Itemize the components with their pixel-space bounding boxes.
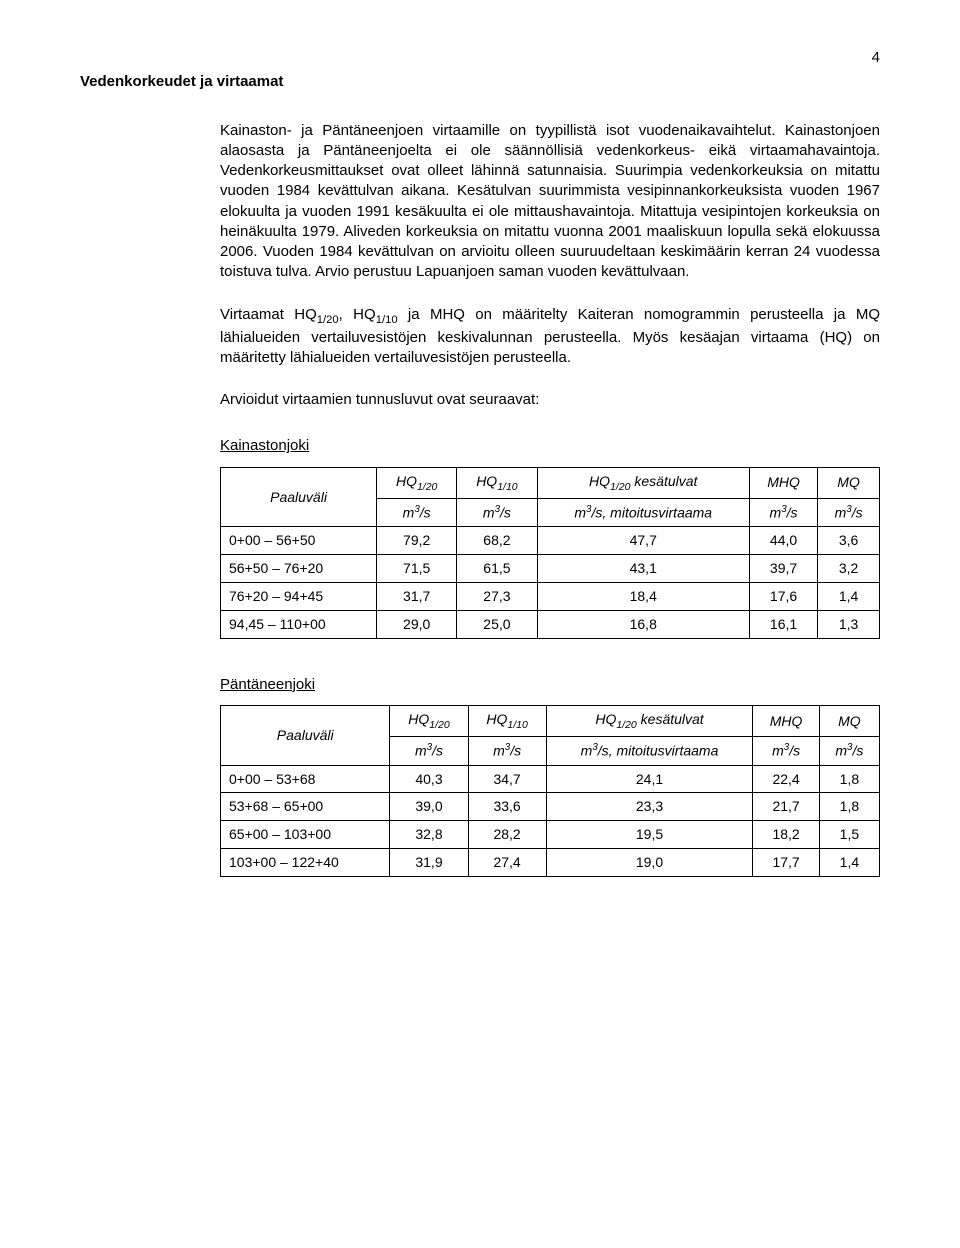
cell: 39,0 bbox=[390, 793, 468, 821]
cell: 16,1 bbox=[749, 610, 817, 638]
paragraph-2: Virtaamat HQ1/20, HQ1/10 ja MHQ on määri… bbox=[220, 305, 880, 369]
cell: 17,6 bbox=[749, 582, 817, 610]
table-row: 65+00 – 103+00 32,8 28,2 19,5 18,2 1,5 bbox=[221, 821, 880, 849]
cell: 40,3 bbox=[390, 765, 468, 793]
cell: 0+00 – 53+68 bbox=[221, 765, 390, 793]
table2-title: Päntäneenjoki bbox=[220, 675, 880, 695]
table2-col5-bot: m3/s bbox=[819, 736, 879, 765]
cell: 61,5 bbox=[457, 555, 537, 583]
cell: 19,0 bbox=[546, 849, 753, 877]
cell: 3,6 bbox=[818, 527, 880, 555]
table-row: 0+00 – 56+50 79,2 68,2 47,7 44,0 3,6 bbox=[221, 527, 880, 555]
table1-col3-top: HQ1/20 kesätulvat bbox=[537, 467, 749, 498]
table2-col3-bot: m3/s, mitoitusvirtaama bbox=[546, 736, 753, 765]
cell: 28,2 bbox=[468, 821, 546, 849]
table2-col4-top: MHQ bbox=[753, 706, 819, 737]
cell: 103+00 – 122+40 bbox=[221, 849, 390, 877]
cell: 1,3 bbox=[818, 610, 880, 638]
cell: 18,2 bbox=[753, 821, 819, 849]
table1-col1-top: HQ1/20 bbox=[377, 467, 457, 498]
table1-col2-bot: m3/s bbox=[457, 498, 537, 527]
table2-col5-top: MQ bbox=[819, 706, 879, 737]
table1-col4-top: MHQ bbox=[749, 467, 817, 498]
table-row: 103+00 – 122+40 31,9 27,4 19,0 17,7 1,4 bbox=[221, 849, 880, 877]
cell: 1,8 bbox=[819, 765, 879, 793]
table-row: 76+20 – 94+45 31,7 27,3 18,4 17,6 1,4 bbox=[221, 582, 880, 610]
table-kainastonjoki: Paaluväli HQ1/20 HQ1/10 HQ1/20 kesätulva… bbox=[220, 467, 880, 639]
paragraph-1: Kainaston- ja Päntäneenjoen virtaamille … bbox=[220, 121, 880, 283]
table-row: 0+00 – 53+68 40,3 34,7 24,1 22,4 1,8 bbox=[221, 765, 880, 793]
cell: 33,6 bbox=[468, 793, 546, 821]
cell: 1,8 bbox=[819, 793, 879, 821]
cell: 31,7 bbox=[377, 582, 457, 610]
cell: 16,8 bbox=[537, 610, 749, 638]
table1-rowlabel: Paaluväli bbox=[221, 467, 377, 527]
cell: 53+68 – 65+00 bbox=[221, 793, 390, 821]
table1-col4-bot: m3/s bbox=[749, 498, 817, 527]
table-row: 53+68 – 65+00 39,0 33,6 23,3 21,7 1,8 bbox=[221, 793, 880, 821]
cell: 27,3 bbox=[457, 582, 537, 610]
cell: 3,2 bbox=[818, 555, 880, 583]
cell: 47,7 bbox=[537, 527, 749, 555]
cell: 17,7 bbox=[753, 849, 819, 877]
paragraph-3: Arvioidut virtaamien tunnusluvut ovat se… bbox=[220, 390, 880, 410]
cell: 0+00 – 56+50 bbox=[221, 527, 377, 555]
table2-rowlabel: Paaluväli bbox=[221, 706, 390, 766]
table-pantaneenjoki: Paaluväli HQ1/20 HQ1/10 HQ1/20 kesätulva… bbox=[220, 705, 880, 877]
cell: 27,4 bbox=[468, 849, 546, 877]
cell: 71,5 bbox=[377, 555, 457, 583]
cell: 94,45 – 110+00 bbox=[221, 610, 377, 638]
table-row: 94,45 – 110+00 29,0 25,0 16,8 16,1 1,3 bbox=[221, 610, 880, 638]
cell: 23,3 bbox=[546, 793, 753, 821]
cell: 1,5 bbox=[819, 821, 879, 849]
cell: 29,0 bbox=[377, 610, 457, 638]
table1-col3-bot: m3/s, mitoitusvirtaama bbox=[537, 498, 749, 527]
cell: 32,8 bbox=[390, 821, 468, 849]
table1-col1-bot: m3/s bbox=[377, 498, 457, 527]
cell: 21,7 bbox=[753, 793, 819, 821]
cell: 44,0 bbox=[749, 527, 817, 555]
table1-col5-top: MQ bbox=[818, 467, 880, 498]
table1-title: Kainastonjoki bbox=[220, 436, 880, 456]
table2-col1-top: HQ1/20 bbox=[390, 706, 468, 737]
table1-col2-top: HQ1/10 bbox=[457, 467, 537, 498]
page-number: 4 bbox=[80, 48, 880, 68]
cell: 25,0 bbox=[457, 610, 537, 638]
section-heading: Vedenkorkeudet ja virtaamat bbox=[80, 72, 880, 92]
cell: 34,7 bbox=[468, 765, 546, 793]
cell: 19,5 bbox=[546, 821, 753, 849]
table2-col1-bot: m3/s bbox=[390, 736, 468, 765]
cell: 39,7 bbox=[749, 555, 817, 583]
table-row: 56+50 – 76+20 71,5 61,5 43,1 39,7 3,2 bbox=[221, 555, 880, 583]
cell: 56+50 – 76+20 bbox=[221, 555, 377, 583]
table1-col5-bot: m3/s bbox=[818, 498, 880, 527]
cell: 1,4 bbox=[818, 582, 880, 610]
cell: 65+00 – 103+00 bbox=[221, 821, 390, 849]
cell: 79,2 bbox=[377, 527, 457, 555]
table2-col4-bot: m3/s bbox=[753, 736, 819, 765]
cell: 76+20 – 94+45 bbox=[221, 582, 377, 610]
cell: 18,4 bbox=[537, 582, 749, 610]
cell: 1,4 bbox=[819, 849, 879, 877]
cell: 31,9 bbox=[390, 849, 468, 877]
table2-col3-top: HQ1/20 kesätulvat bbox=[546, 706, 753, 737]
table2-col2-top: HQ1/10 bbox=[468, 706, 546, 737]
cell: 22,4 bbox=[753, 765, 819, 793]
cell: 43,1 bbox=[537, 555, 749, 583]
cell: 24,1 bbox=[546, 765, 753, 793]
table2-col2-bot: m3/s bbox=[468, 736, 546, 765]
cell: 68,2 bbox=[457, 527, 537, 555]
